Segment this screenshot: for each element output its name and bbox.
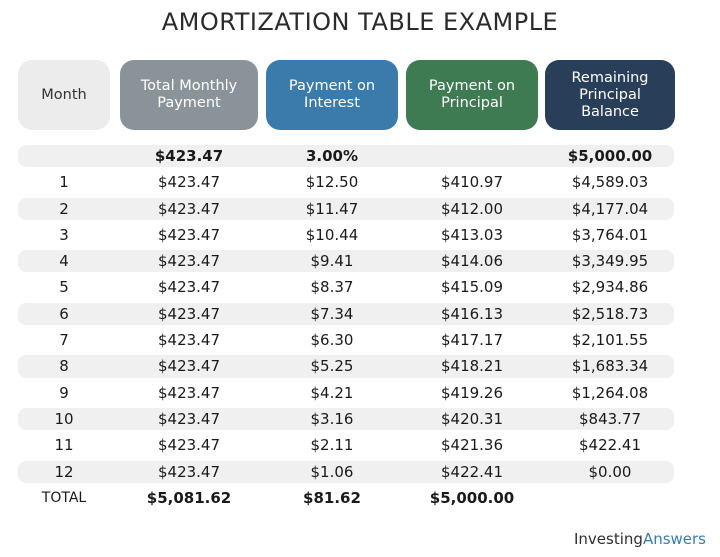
cell-total: $423.47 <box>157 436 221 455</box>
column-header-payment-on-interest: Payment on Interest <box>266 60 398 130</box>
cell-total: $423.47 <box>157 304 221 323</box>
cell-interest: $10.44 <box>305 225 359 244</box>
cell-month: 11 <box>54 436 74 455</box>
cell-total: $423.47 <box>154 147 224 165</box>
table-row: 6 $423.47 $7.34 $416.13 $2,518.73 <box>0 301 720 327</box>
cell-principal: $418.21 <box>440 357 504 376</box>
page-title: AMORTIZATION TABLE EXAMPLE <box>161 8 559 36</box>
table-row: 4 $423.47 $9.41 $414.06 $3,349.95 <box>0 248 720 274</box>
cell-balance: $2,101.55 <box>571 331 649 350</box>
cell-month: 3 <box>59 225 69 244</box>
cell-principal: $414.06 <box>440 252 504 271</box>
cell-interest: $8.37 <box>310 278 354 297</box>
cell-balance: $3,349.95 <box>571 252 649 271</box>
amortization-table-body: $423.47 3.00% $5,000.00 1 $423.47 $12.50 $4… <box>0 143 720 511</box>
cell-balance: $2,934.86 <box>571 278 649 297</box>
cell-total: $423.47 <box>157 278 221 297</box>
column-header-month: Month <box>18 60 110 130</box>
cell-balance: $5,000.00 <box>567 147 653 165</box>
cell-month: 12 <box>54 462 74 481</box>
cell-total: $423.47 <box>157 225 221 244</box>
cell-month: 5 <box>59 278 69 297</box>
cell-interest: $7.34 <box>310 304 354 323</box>
table-row: 1 $423.47 $12.50 $410.97 $4,589.03 <box>0 169 720 195</box>
cell-principal: $412.00 <box>440 199 504 218</box>
cell-month: 2 <box>59 199 69 218</box>
cell-total: $423.47 <box>157 331 221 350</box>
table-row: 7 $423.47 $6.30 $417.17 $2,101.55 <box>0 327 720 353</box>
cell-total: $423.47 <box>157 357 221 376</box>
column-header-remaining-balance: Remaining Principal Balance <box>545 60 675 130</box>
cell-total: $423.47 <box>157 383 221 402</box>
totals-principal: $5,000.00 <box>429 488 515 507</box>
cell-interest-rate: 3.00% <box>305 147 359 165</box>
cell-month: 6 <box>59 304 69 323</box>
cell-month: 7 <box>59 331 69 350</box>
cell-month: 10 <box>54 409 74 428</box>
totals-total: $5,081.62 <box>146 488 232 507</box>
cell-principal: $410.97 <box>440 173 504 192</box>
totals-label: TOTAL <box>41 489 87 506</box>
cell-principal: $417.17 <box>440 331 504 350</box>
table-row: 2 $423.47 $11.47 $412.00 $4,177.04 <box>0 196 720 222</box>
table-row: 9 $423.47 $4.21 $419.26 $1,264.08 <box>0 380 720 406</box>
cell-month: 9 <box>59 383 69 402</box>
brand-logo: InvestingAnswers <box>574 530 706 548</box>
cell-interest: $5.25 <box>310 357 354 376</box>
cell-balance: $422.41 <box>578 436 642 455</box>
table-row-totals: TOTAL $5,081.62 $81.62 $5,000.00 <box>0 485 720 511</box>
cell-principal: $416.13 <box>440 304 504 323</box>
cell-balance: $1,264.08 <box>571 383 649 402</box>
cell-total: $423.47 <box>157 409 221 428</box>
cell-interest: $2.11 <box>310 436 354 455</box>
cell-balance: $843.77 <box>578 409 642 428</box>
cell-interest: $6.30 <box>310 331 354 350</box>
cell-month: 8 <box>59 357 69 376</box>
cell-total: $423.47 <box>157 252 221 271</box>
column-header-payment-on-principal: Payment on Principal <box>406 60 538 130</box>
cell-principal: $419.26 <box>440 383 504 402</box>
cell-total: $423.47 <box>157 199 221 218</box>
totals-interest: $81.62 <box>303 488 361 507</box>
column-header-total-monthly-payment: Total Monthly Payment <box>120 60 258 130</box>
cell-balance: $4,589.03 <box>571 173 649 192</box>
table-row-initial: $423.47 3.00% $5,000.00 <box>0 143 720 169</box>
cell-interest: $4.21 <box>310 383 354 402</box>
cell-interest: $12.50 <box>305 173 359 192</box>
cell-month: 4 <box>59 252 69 271</box>
cell-balance: $2,518.73 <box>571 304 649 323</box>
cell-interest: $9.41 <box>310 252 354 271</box>
brand-part-1: Investing <box>574 530 643 548</box>
table-row: 8 $423.47 $5.25 $418.21 $1,683.34 <box>0 353 720 379</box>
table-row: 5 $423.47 $8.37 $415.09 $2,934.86 <box>0 274 720 300</box>
table-row: 3 $423.47 $10.44 $413.03 $3,764.01 <box>0 222 720 248</box>
cell-principal: $421.36 <box>440 436 504 455</box>
cell-principal: $422.41 <box>440 462 504 481</box>
cell-interest: $1.06 <box>310 462 354 481</box>
cell-balance: $1,683.34 <box>571 357 649 376</box>
cell-total: $423.47 <box>157 462 221 481</box>
table-row: 11 $423.47 $2.11 $421.36 $422.41 <box>0 432 720 458</box>
cell-balance: $0.00 <box>588 462 632 481</box>
table-row: 10 $423.47 $3.16 $420.31 $843.77 <box>0 406 720 432</box>
cell-balance: $3,764.01 <box>571 225 649 244</box>
cell-principal: $413.03 <box>440 225 504 244</box>
cell-interest: $11.47 <box>305 199 359 218</box>
brand-part-2: Answers <box>642 530 706 548</box>
cell-total: $423.47 <box>157 173 221 192</box>
table-row: 12 $423.47 $1.06 $422.41 $0.00 <box>0 459 720 485</box>
cell-balance: $4,177.04 <box>571 199 649 218</box>
cell-month <box>18 143 110 169</box>
cell-interest: $3.16 <box>310 409 354 428</box>
cell-principal <box>406 143 538 169</box>
cell-principal: $420.31 <box>440 409 504 428</box>
cell-month: 1 <box>59 173 69 192</box>
cell-principal: $415.09 <box>440 278 504 297</box>
